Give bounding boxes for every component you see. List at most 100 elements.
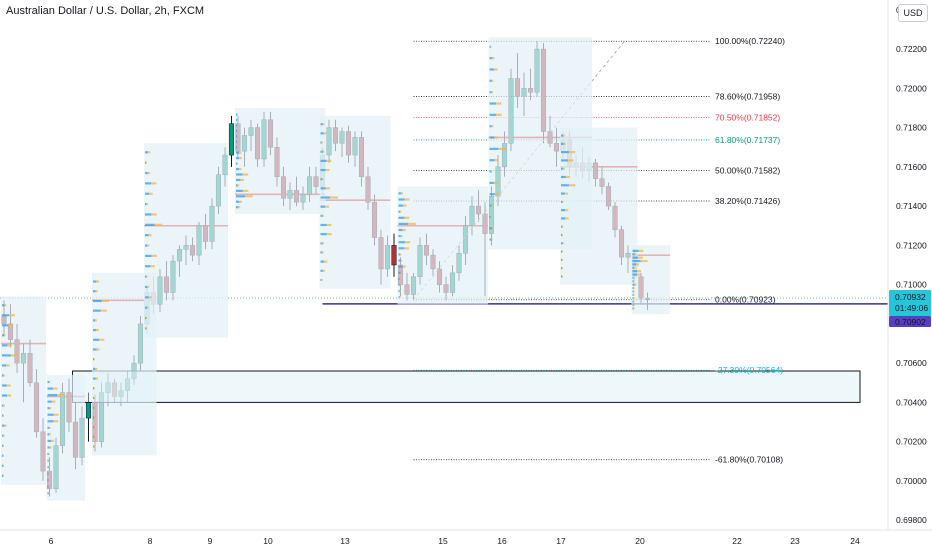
profile-bar-down [48, 452, 50, 456]
candle [391, 233, 397, 277]
profile-bar-up [632, 263, 637, 266]
profile-bar-down [568, 184, 576, 187]
profile-bar-up [47, 413, 54, 416]
profile-bar-up [47, 459, 49, 462]
profile-bar-down [402, 265, 406, 268]
profile-bar-up [47, 479, 49, 482]
currency-button[interactable]: USD [898, 4, 928, 22]
profile-bar-down [633, 290, 635, 293]
profile-bar-up [93, 309, 101, 312]
profile-bar-up [236, 162, 238, 165]
profile-bar-up [489, 45, 491, 48]
profile-bar-down [48, 492, 50, 495]
profile-bar-down [322, 123, 325, 126]
profile-bar-down [237, 129, 238, 132]
profile-bar-down [237, 140, 238, 143]
profile-bar-up [2, 434, 4, 437]
profile-bar-down [330, 196, 338, 199]
profile-bar-up [320, 214, 323, 217]
profile-bar-up [489, 57, 493, 60]
session-zone [319, 115, 391, 289]
profile-bar-down [147, 285, 149, 289]
profile-bar-down [563, 142, 566, 145]
profile-bar-up [93, 396, 95, 400]
profile-bar-up [2, 314, 10, 317]
profile-bar-up [398, 253, 401, 256]
profile-bar-down [242, 189, 249, 192]
profile-bar-up [236, 157, 240, 160]
profile-bar-up [145, 316, 147, 320]
profile-bar-down [498, 147, 506, 150]
profile-bar-down [563, 134, 565, 137]
profile-bar-down [4, 424, 7, 427]
profile-bar-up [236, 189, 243, 192]
profile-bar-up [93, 387, 95, 390]
time-tick-label: 16 [497, 536, 507, 546]
profile-bar-down [148, 234, 152, 237]
profile-bar-up [320, 187, 326, 190]
profile-bar-up [47, 426, 50, 429]
profile-bar-down [3, 374, 5, 377]
profile-bar-down [634, 266, 636, 269]
profile-bar-down [567, 159, 574, 162]
profile-bar-down [402, 204, 407, 207]
profile-bar-down [242, 173, 249, 176]
profile-bar-down [491, 204, 494, 207]
profile-bar-up [236, 135, 238, 138]
profile-bar-up [561, 200, 563, 203]
profile-bar-down [326, 223, 332, 227]
profile-bar-down [237, 124, 238, 127]
profile-bar-up [561, 134, 564, 137]
profile-bar-down [633, 307, 635, 310]
profile-bar-down [238, 206, 241, 209]
session-zone [631, 245, 670, 315]
price-tick-label: 0.72000 [896, 83, 927, 93]
profile-bar-down [53, 413, 59, 416]
profile-bar-up [236, 200, 240, 203]
profile-bar-down [147, 244, 150, 247]
profile-bar-down [562, 233, 563, 237]
profile-bar-down [49, 433, 51, 436]
profile-bar-up [47, 387, 54, 390]
profile-bar-down [562, 267, 563, 270]
profile-bar-down [154, 223, 163, 226]
profile-bar-down [237, 135, 238, 138]
profile-bar-up [632, 253, 635, 256]
profile-bar-down [321, 278, 323, 282]
profile-bar-up [632, 280, 634, 283]
profile-bar-up [93, 280, 97, 283]
profile-bar-up [236, 118, 238, 122]
profile-bar-up [145, 151, 148, 154]
profile-bar-up [236, 140, 238, 143]
price-tick-label: 0.71600 [896, 162, 927, 172]
profile-bar-up [2, 334, 4, 337]
current-price-tag [889, 289, 931, 316]
profile-bar-up [93, 299, 102, 303]
profile-bar-down [100, 309, 107, 312]
profile-bar-up [632, 300, 634, 303]
profile-bar-down [633, 276, 635, 280]
profile-bar-up [320, 132, 324, 135]
profile-bar-down [490, 215, 492, 219]
profile-bar-down [564, 192, 569, 195]
profile-bar-down [96, 348, 100, 351]
profile-bar-up [489, 170, 491, 173]
session-zone [144, 143, 228, 338]
profile-bar-up [489, 215, 491, 219]
profile-bar-up [320, 269, 323, 272]
profile-bar-down [562, 225, 564, 228]
time-tick-label: 20 [635, 536, 645, 546]
profile-bar-down [562, 242, 564, 245]
profile-bar-down [94, 435, 95, 438]
profile-bar-down [238, 151, 242, 154]
profile-bar-up [2, 344, 8, 347]
profile-bar-down [400, 271, 403, 274]
profile-bar-up [561, 225, 563, 228]
profile-bar-down [490, 170, 493, 173]
profile-bar-up [320, 150, 323, 153]
profile-bar-down [634, 253, 637, 256]
fib-level-label: 50.00%(0.71582) [715, 165, 780, 175]
profile-bar-down [633, 286, 635, 290]
